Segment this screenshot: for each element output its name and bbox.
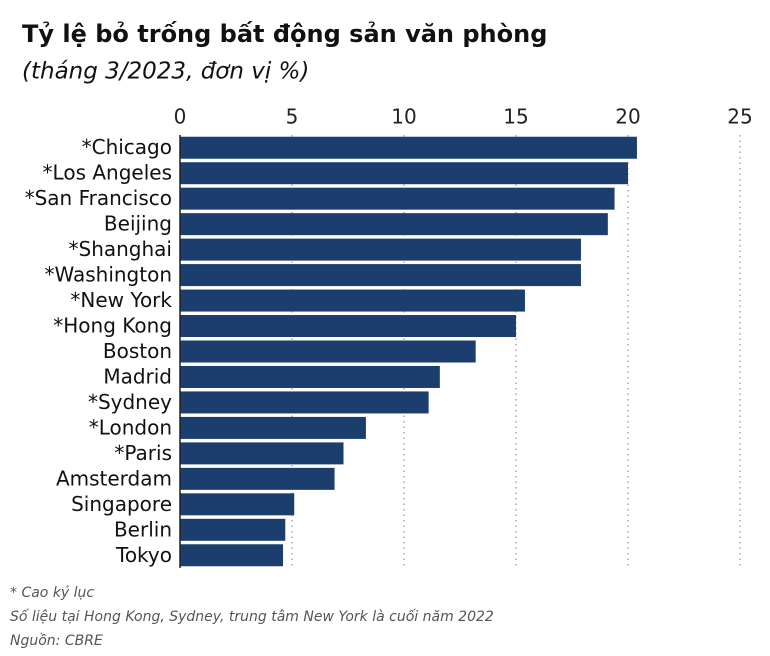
x-tick-label: 5	[286, 105, 299, 129]
y-tick-label: *Hong Kong	[53, 314, 172, 338]
y-tick-label: Tokyo	[115, 543, 172, 567]
bar	[180, 264, 581, 287]
y-tick-label: *San Francisco	[25, 186, 172, 210]
y-tick-label: *Chicago	[82, 135, 172, 159]
x-tick-label: 20	[615, 105, 640, 129]
bar	[180, 340, 476, 363]
y-tick-label: Amsterdam	[56, 466, 172, 490]
x-tick-label: 15	[503, 105, 528, 129]
bar	[180, 136, 637, 159]
bar	[180, 238, 581, 261]
bar	[180, 315, 516, 338]
y-tick-label: Beijing	[104, 212, 172, 236]
bar	[180, 289, 525, 312]
bar	[180, 544, 284, 567]
y-tick-label: Madrid	[103, 364, 172, 388]
chart-title: Tỷ lệ bỏ trống bất động sản văn phòng	[22, 20, 547, 48]
y-tick-label: *London	[89, 415, 172, 439]
footnote: * Cao kỷ lục	[10, 585, 94, 601]
bar	[180, 213, 608, 236]
bar	[180, 518, 286, 541]
bar	[180, 416, 366, 439]
bar	[180, 442, 344, 465]
y-tick-label: Boston	[103, 339, 172, 363]
y-tick-label: Singapore	[71, 492, 172, 516]
bar	[180, 467, 335, 490]
x-tick-label: 25	[727, 105, 752, 129]
y-tick-label: *Paris	[114, 441, 172, 465]
bar	[180, 391, 429, 414]
x-tick-label: 0	[174, 105, 187, 129]
y-tick-label: *Washington	[44, 263, 172, 287]
y-tick-label: *Shanghai	[69, 237, 173, 261]
footnote: Số liệu tại Hong Kong, Sydney, trung tâm…	[10, 608, 494, 625]
y-tick-label: *New York	[70, 288, 172, 312]
bar	[180, 365, 440, 388]
footnote: Nguồn: CBRE	[10, 632, 103, 649]
chart-subtitle: (tháng 3/2023, đơn vị %)	[22, 59, 309, 85]
y-tick-label: Berlin	[114, 517, 172, 541]
bar	[180, 493, 295, 516]
bar	[180, 162, 628, 185]
bar	[180, 187, 615, 210]
y-tick-label: *Sydney	[88, 390, 172, 414]
x-tick-label: 10	[391, 105, 416, 129]
y-tick-label: *Los Angeles	[43, 161, 172, 185]
